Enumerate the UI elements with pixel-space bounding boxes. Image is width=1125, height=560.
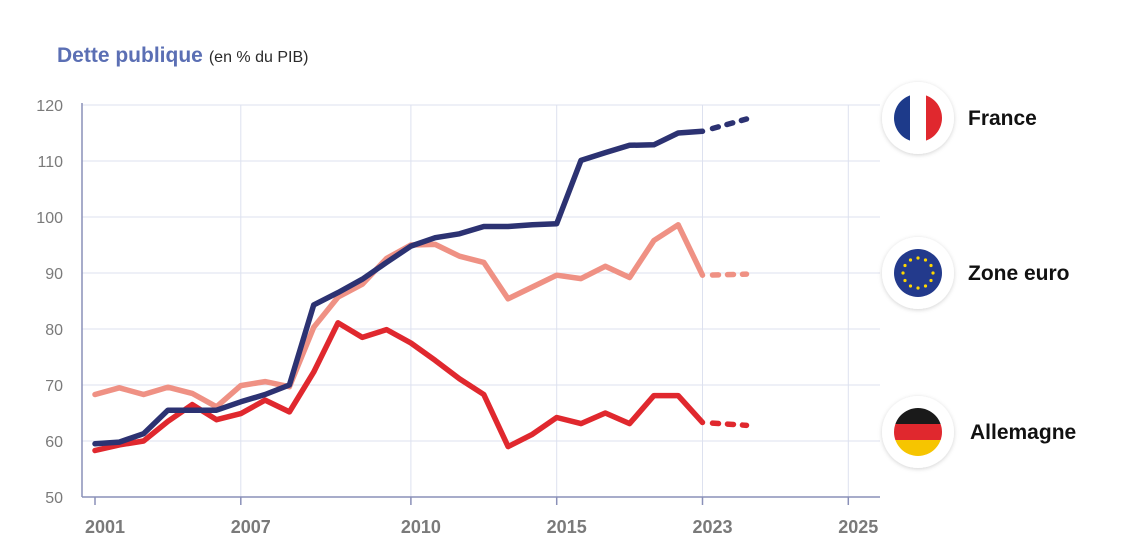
grid bbox=[82, 104, 880, 497]
y-tick-label: 110 bbox=[37, 154, 63, 171]
legend-item-france: France bbox=[882, 82, 1037, 154]
y-tick-label: 120 bbox=[36, 98, 63, 115]
eu-star bbox=[916, 256, 920, 260]
series-line-france bbox=[92, 128, 706, 447]
eu-star bbox=[923, 284, 928, 288]
eu-star bbox=[908, 284, 913, 288]
projection-line-zone-euro bbox=[709, 271, 750, 278]
y-tick-label: 80 bbox=[45, 322, 63, 339]
germany-flag-icon bbox=[894, 408, 942, 456]
eu-star bbox=[929, 263, 933, 268]
y-tick-label: 60 bbox=[45, 434, 63, 451]
x-tick-label: 2001 bbox=[85, 517, 125, 537]
legend: France Zone euro Allemagne bbox=[882, 82, 1076, 468]
eu-star bbox=[903, 278, 907, 283]
y-tick-label: 50 bbox=[45, 490, 63, 507]
eu-star bbox=[929, 278, 933, 283]
x-tick-label: 2007 bbox=[231, 517, 271, 537]
eu-star bbox=[923, 258, 928, 262]
legend-label-france: France bbox=[968, 107, 1037, 130]
france-flag-icon bbox=[894, 94, 942, 142]
eu-star bbox=[916, 286, 920, 290]
x-tick-label: 2025 bbox=[838, 517, 878, 537]
projection-line-allemagne bbox=[709, 420, 750, 429]
y-tick-label: 70 bbox=[45, 378, 63, 395]
eu-flag-icon bbox=[894, 249, 942, 297]
legend-item-allemagne: Allemagne bbox=[882, 396, 1076, 468]
legend-item-zone-euro: Zone euro bbox=[882, 237, 1070, 309]
axes: 50 60 70 80 90 100 110 120 2001 2007 2010 2015 2023 2… bbox=[36, 98, 880, 537]
eu-star bbox=[931, 271, 935, 275]
legend-label-allemagne: Allemagne bbox=[970, 421, 1076, 444]
x-tick-label: 2010 bbox=[401, 517, 441, 537]
chart-title: Dette publique (en % du PIB) bbox=[57, 44, 308, 68]
series-line-allemagne bbox=[92, 320, 706, 454]
x-tick-label: 2023 bbox=[692, 517, 732, 537]
y-tick-label: 90 bbox=[45, 266, 63, 283]
eu-star bbox=[901, 271, 905, 275]
chart-subtitle: (en % du PIB) bbox=[208, 49, 309, 66]
projection-line-france bbox=[709, 116, 750, 132]
x-tick-label: 2015 bbox=[547, 517, 587, 537]
legend-label-zone-euro: Zone euro bbox=[968, 262, 1070, 285]
chart-title-main: Dette publique bbox=[57, 44, 203, 67]
eu-star bbox=[908, 258, 913, 262]
y-tick-label: 100 bbox=[36, 210, 63, 227]
eu-star bbox=[903, 263, 907, 268]
series bbox=[92, 116, 750, 454]
